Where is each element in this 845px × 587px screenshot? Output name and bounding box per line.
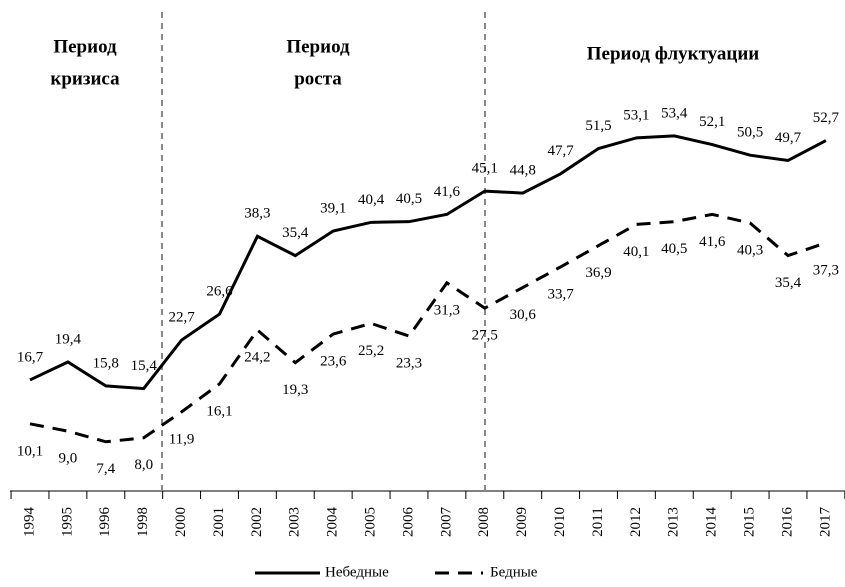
x-tick-label: 2008 — [476, 507, 492, 537]
data-label: 27,5 — [472, 328, 498, 344]
data-label: 19,4 — [55, 331, 82, 347]
data-label: 7,4 — [96, 461, 115, 477]
data-label: 33,7 — [547, 286, 574, 302]
data-label: 23,6 — [320, 353, 347, 369]
data-label: 40,5 — [396, 191, 422, 207]
data-label: 26,6 — [206, 284, 233, 300]
annotation: Период — [53, 36, 117, 57]
data-label: 15,8 — [93, 355, 119, 371]
annotation: кризиса — [50, 68, 120, 89]
data-label: 15,4 — [131, 358, 158, 374]
series-line — [29, 134, 827, 391]
data-label: 31,3 — [434, 302, 460, 318]
data-label: 8,0 — [134, 457, 153, 473]
series-line — [29, 212, 827, 444]
x-tick-label: 1995 — [59, 507, 75, 537]
x-tick-label: 1998 — [135, 507, 151, 537]
data-label: 47,7 — [547, 143, 574, 159]
data-label: 11,9 — [169, 431, 195, 447]
x-tick-label: 2012 — [628, 507, 644, 537]
x-tick-label: 1996 — [97, 507, 113, 538]
data-label: 45,1 — [472, 161, 498, 177]
x-tick-label: 2013 — [666, 507, 682, 537]
x-tick-label: 2011 — [590, 507, 606, 536]
x-tick-label: 2009 — [514, 507, 530, 537]
data-label: 49,7 — [775, 130, 802, 146]
data-label: 16,7 — [17, 349, 44, 365]
data-label: 40,4 — [358, 192, 385, 208]
x-tick-label: 2005 — [363, 507, 379, 537]
data-label: 35,4 — [282, 225, 309, 241]
data-label: 40,5 — [661, 241, 687, 257]
data-label: 10,1 — [17, 443, 43, 459]
annotation: Период флуктуации — [587, 43, 760, 64]
data-label: 50,5 — [737, 125, 763, 141]
x-tick-label: 2001 — [211, 507, 227, 537]
data-label: 23,3 — [396, 355, 422, 371]
annotation: Период — [286, 36, 350, 57]
x-tick-label: 2000 — [173, 507, 189, 537]
data-label: 19,3 — [282, 382, 308, 398]
data-label: 52,1 — [699, 114, 725, 130]
data-label: 38,3 — [244, 206, 270, 222]
data-label: 22,7 — [168, 309, 195, 325]
legend-label: Небедные — [325, 564, 389, 580]
data-label: 40,1 — [623, 244, 649, 260]
data-label: 41,6 — [434, 184, 461, 200]
data-label: 36,9 — [585, 265, 611, 281]
data-label: 24,2 — [244, 350, 270, 366]
data-label: 25,2 — [358, 343, 384, 359]
x-tick-label: 1994 — [21, 507, 37, 538]
x-tick-label: 2002 — [249, 507, 265, 537]
x-tick-label: 2004 — [325, 507, 341, 538]
data-label: 53,1 — [623, 107, 649, 123]
x-tick-label: 2006 — [400, 507, 416, 538]
legend-label: Бедные — [490, 564, 538, 580]
x-tick-label: 2014 — [704, 507, 720, 538]
x-tick-label: 2017 — [817, 507, 833, 538]
annotation: роста — [294, 68, 342, 89]
data-label: 30,6 — [510, 307, 537, 323]
data-label: 53,4 — [661, 105, 688, 121]
data-label: 35,4 — [775, 275, 802, 291]
x-tick-label: 2015 — [742, 507, 758, 537]
data-label: 37,3 — [813, 262, 839, 278]
x-tick-label: 2016 — [779, 507, 795, 538]
data-label: 39,1 — [320, 200, 346, 216]
data-label: 41,6 — [699, 234, 726, 250]
data-label: 51,5 — [585, 118, 611, 134]
data-label: 52,7 — [813, 110, 840, 126]
data-label: 16,1 — [206, 403, 232, 419]
x-tick-label: 2010 — [552, 507, 568, 537]
data-label: 44,8 — [510, 163, 536, 179]
x-tick-label: 2003 — [287, 507, 303, 537]
x-tick-label: 2007 — [438, 507, 454, 538]
data-label: 40,3 — [737, 242, 763, 258]
data-label: 9,0 — [59, 451, 78, 467]
